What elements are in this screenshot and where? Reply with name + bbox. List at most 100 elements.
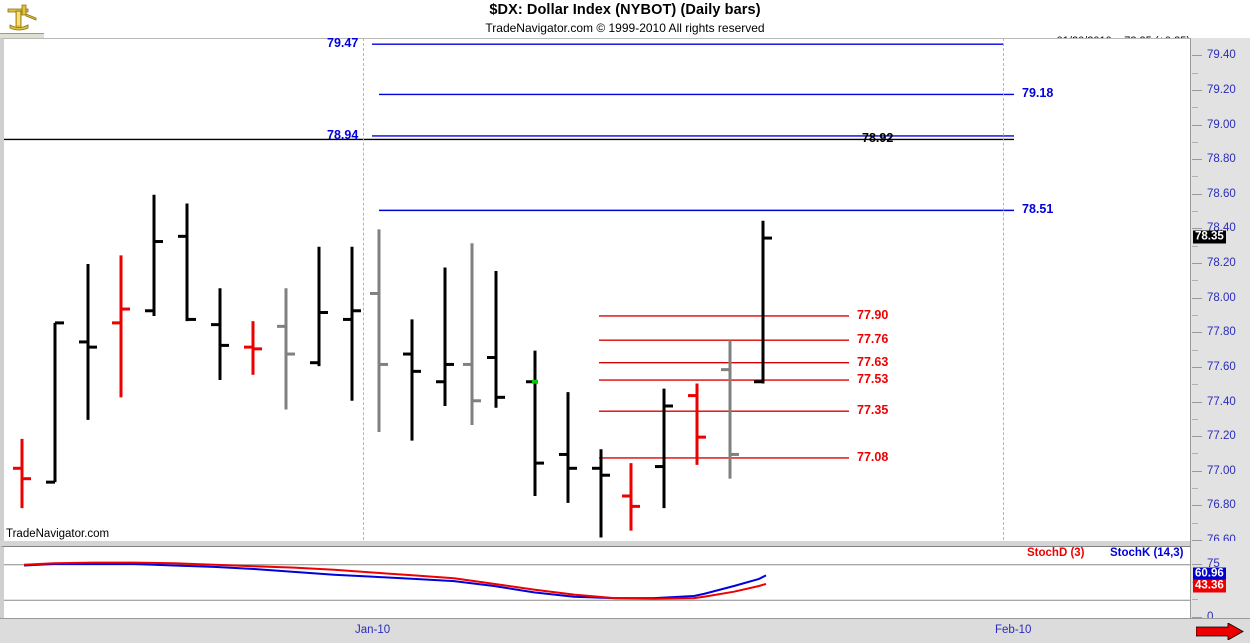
ohlc-bar[interactable] — [592, 449, 610, 538]
price-axis-minor-tick — [1192, 418, 1198, 420]
price-axis-label: 78.80 — [1207, 153, 1236, 166]
ohlc-bar[interactable] — [277, 288, 295, 410]
price-level-label[interactable]: 77.53 — [857, 372, 889, 386]
price-axis-label: 79.20 — [1207, 83, 1236, 96]
ohlc-bar[interactable] — [526, 350, 544, 496]
price-axis-tick — [1192, 470, 1202, 472]
stochastic-axis-tick — [1192, 563, 1202, 565]
price-axis-minor-tick — [1192, 176, 1198, 178]
price-axis-minor-tick — [1192, 522, 1198, 524]
ohlc-bar[interactable] — [310, 246, 328, 367]
price-axis-label: 79.40 — [1207, 49, 1236, 62]
pane-divider — [0, 541, 1190, 546]
ohlc-bar[interactable] — [754, 220, 772, 384]
stochastic-axis-label: 75 — [1207, 557, 1220, 570]
ohlc-bar[interactable] — [403, 319, 421, 441]
price-axis-tick — [1192, 228, 1202, 230]
price-axis-minor-tick — [1192, 280, 1198, 282]
price-level-label[interactable]: 79.47 — [327, 36, 359, 51]
price-axis-minor-tick — [1192, 211, 1198, 213]
ohlc-bar[interactable] — [79, 264, 97, 420]
price-axis-tick — [1192, 505, 1202, 507]
price-axis-tick — [1192, 366, 1202, 368]
scroll-forward-arrow-icon[interactable] — [1196, 623, 1244, 640]
stochastic-pane[interactable] — [0, 546, 1190, 618]
price-axis-label: 77.60 — [1207, 360, 1236, 373]
price-axis-label: 78.00 — [1207, 291, 1236, 304]
price-axis-tick — [1192, 436, 1202, 438]
price-axis-label: 78.20 — [1207, 257, 1236, 270]
stochastic-axis-minor-tick — [1192, 599, 1198, 601]
price-axis-minor-tick — [1192, 141, 1198, 143]
ohlc-bar[interactable] — [559, 392, 577, 503]
ohlc-bar[interactable] — [211, 288, 229, 381]
stoch-k-value-flag: 60.96 — [1193, 567, 1226, 581]
price-level-label[interactable]: 78.94 — [327, 127, 359, 142]
ohlc-bar[interactable] — [487, 270, 505, 408]
stochastic-series-line[interactable] — [23, 563, 767, 600]
price-axis-label: 77.80 — [1207, 326, 1236, 339]
price-axis-minor-tick — [1192, 349, 1198, 351]
price-axis-minor-tick — [1192, 72, 1198, 74]
price-axis-label: 77.20 — [1207, 430, 1236, 443]
stochastic-axis-gutter[interactable]: 75 0 60.96 43.36 — [1190, 541, 1250, 623]
price-axis-minor-tick — [1192, 314, 1198, 316]
ohlc-bar[interactable] — [622, 463, 640, 531]
price-level-label[interactable]: 78.92 — [862, 131, 894, 146]
stochastic-axis-tick — [1192, 617, 1202, 618]
ohlc-bar[interactable] — [721, 340, 739, 479]
price-level-label[interactable]: 77.90 — [857, 307, 889, 322]
ohlc-bar[interactable] — [178, 203, 196, 322]
ohlc-bar[interactable] — [370, 229, 388, 432]
price-axis-tick — [1192, 263, 1202, 265]
ohlc-bar[interactable] — [145, 194, 163, 316]
price-plot — [4, 43, 1014, 538]
price-axis-minor-tick — [1192, 488, 1198, 490]
price-level-label[interactable]: 79.18 — [1022, 86, 1054, 101]
date-marker-line — [363, 38, 364, 540]
ohlc-bar[interactable] — [463, 243, 481, 426]
price-axis-tick — [1192, 89, 1202, 91]
price-axis-label: 79.00 — [1207, 118, 1236, 131]
ohlc-bar[interactable] — [244, 321, 262, 375]
bar-signal-marker — [532, 379, 538, 384]
price-axis-tick — [1192, 55, 1202, 57]
price-axis-tick — [1192, 159, 1202, 161]
price-axis-tick — [1192, 193, 1202, 195]
chart-header: $DX: Dollar Index (NYBOT) (Daily bars) T… — [0, 0, 1250, 38]
price-axis-minor-tick — [1192, 245, 1198, 247]
ohlc-bar[interactable] — [343, 246, 361, 401]
price-level-label[interactable]: 77.35 — [857, 403, 889, 418]
price-axis-label: 76.80 — [1207, 499, 1236, 512]
logo-strip — [0, 33, 44, 38]
ohlc-bar[interactable] — [112, 255, 130, 398]
price-level-label[interactable]: 77.08 — [857, 449, 889, 464]
page-title: $DX: Dollar Index (NYBOT) (Daily bars) — [489, 2, 761, 18]
stochastic-plot — [4, 561, 1190, 601]
date-axis-label: Feb-10 — [995, 624, 1032, 636]
price-axis-tick — [1192, 124, 1202, 126]
watermark: TradeNavigator.com — [6, 528, 110, 540]
stoch-d-value-flag: 43.36 — [1193, 579, 1226, 593]
date-marker-line — [1003, 38, 1004, 540]
ohlc-bar[interactable] — [46, 321, 64, 484]
legend-stoch-d[interactable]: StochD (3) — [1027, 547, 1085, 559]
price-axis-tick — [1192, 540, 1202, 541]
ohlc-bar[interactable] — [436, 267, 454, 406]
price-level-label[interactable]: 77.63 — [857, 354, 889, 369]
price-axis-tick — [1192, 401, 1202, 403]
price-axis-tick — [1192, 297, 1202, 299]
date-axis[interactable]: Jan-10 Feb-10 — [0, 618, 1250, 643]
legend-stoch-k[interactable]: StochK (14,3) — [1110, 547, 1184, 559]
price-axis-gutter[interactable]: 79.40 79.20 79.00 78.80 78.60 78.40 78.20 78.00… — [1190, 38, 1250, 559]
ohlc-bar[interactable] — [688, 383, 706, 465]
stochastic-axis-label: 0 — [1207, 611, 1214, 623]
ohlc-bar[interactable] — [655, 388, 673, 509]
price-level-label[interactable]: 77.76 — [857, 332, 889, 347]
price-chart-pane[interactable] — [0, 38, 1190, 541]
last-price-flag: 78.35 — [1193, 230, 1226, 244]
ohlc-bar[interactable] — [13, 438, 31, 509]
price-level-label[interactable]: 78.51 — [1022, 202, 1054, 217]
stochastic-series-line[interactable] — [23, 561, 767, 600]
